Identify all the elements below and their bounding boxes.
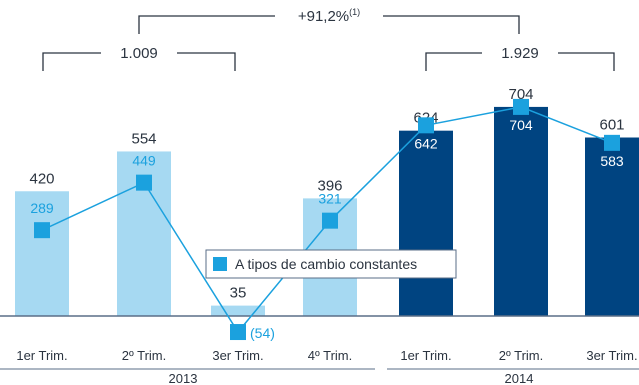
series-point bbox=[513, 98, 529, 115]
bar bbox=[494, 106, 548, 316]
x-group-label: 2014 bbox=[505, 371, 534, 385]
bracket-2013-line bbox=[177, 52, 236, 71]
line-value-label: 642 bbox=[414, 135, 438, 151]
legend-box bbox=[205, 249, 457, 279]
bracket-2014-line bbox=[558, 52, 615, 71]
series-point bbox=[418, 117, 434, 134]
line-value-label: 321 bbox=[318, 191, 342, 207]
series-point bbox=[322, 212, 338, 229]
bracket-growth-label: +91,2%(1) bbox=[298, 7, 360, 25]
x-tick-label: 2º Trim. bbox=[122, 348, 166, 363]
bar bbox=[585, 137, 639, 316]
x-tick-label: 1er Trim. bbox=[16, 348, 67, 363]
x-tick-label: 3er Trim. bbox=[212, 348, 263, 363]
line-value-label: 289 bbox=[30, 200, 54, 216]
bar bbox=[211, 305, 265, 316]
bracket-growth-line bbox=[138, 15, 275, 34]
series-point bbox=[604, 134, 620, 151]
bracket-2014-line bbox=[425, 52, 482, 71]
bar bbox=[15, 191, 69, 316]
series-point bbox=[34, 222, 50, 239]
line-value-label: 583 bbox=[600, 153, 624, 169]
x-tick-label: 4º Trim. bbox=[308, 348, 352, 363]
bar bbox=[399, 130, 453, 316]
bar-value-label: 704 bbox=[508, 86, 533, 103]
x-tick-label: 3er Trim. bbox=[586, 348, 637, 363]
bracket-2014-label: 1.929 bbox=[501, 45, 539, 62]
line-value-label: 449 bbox=[132, 153, 156, 169]
bracket-growth-line bbox=[383, 15, 520, 34]
bar-value-label: 554 bbox=[131, 130, 156, 147]
bracket-growth-superscript: (1) bbox=[349, 7, 360, 17]
x-tick-label: 2º Trim. bbox=[499, 348, 543, 363]
legend-swatch bbox=[213, 257, 227, 271]
line-value-label: 704 bbox=[509, 117, 533, 133]
bar-value-label: 601 bbox=[599, 117, 624, 134]
x-group-label: 2013 bbox=[169, 371, 198, 385]
bracket-2013-line bbox=[42, 52, 101, 71]
bar-value-label: 35 bbox=[230, 285, 247, 302]
line-value-label: (54) bbox=[250, 325, 275, 341]
series-point bbox=[136, 174, 152, 191]
bar-value-label: 420 bbox=[29, 170, 54, 187]
series-point bbox=[230, 324, 246, 341]
bar-value-label: 396 bbox=[317, 177, 342, 194]
bracket-2013-label: 1.009 bbox=[120, 45, 158, 62]
x-tick-label: 1er Trim. bbox=[400, 348, 451, 363]
legend-label: A tipos de cambio constantes bbox=[235, 256, 417, 272]
